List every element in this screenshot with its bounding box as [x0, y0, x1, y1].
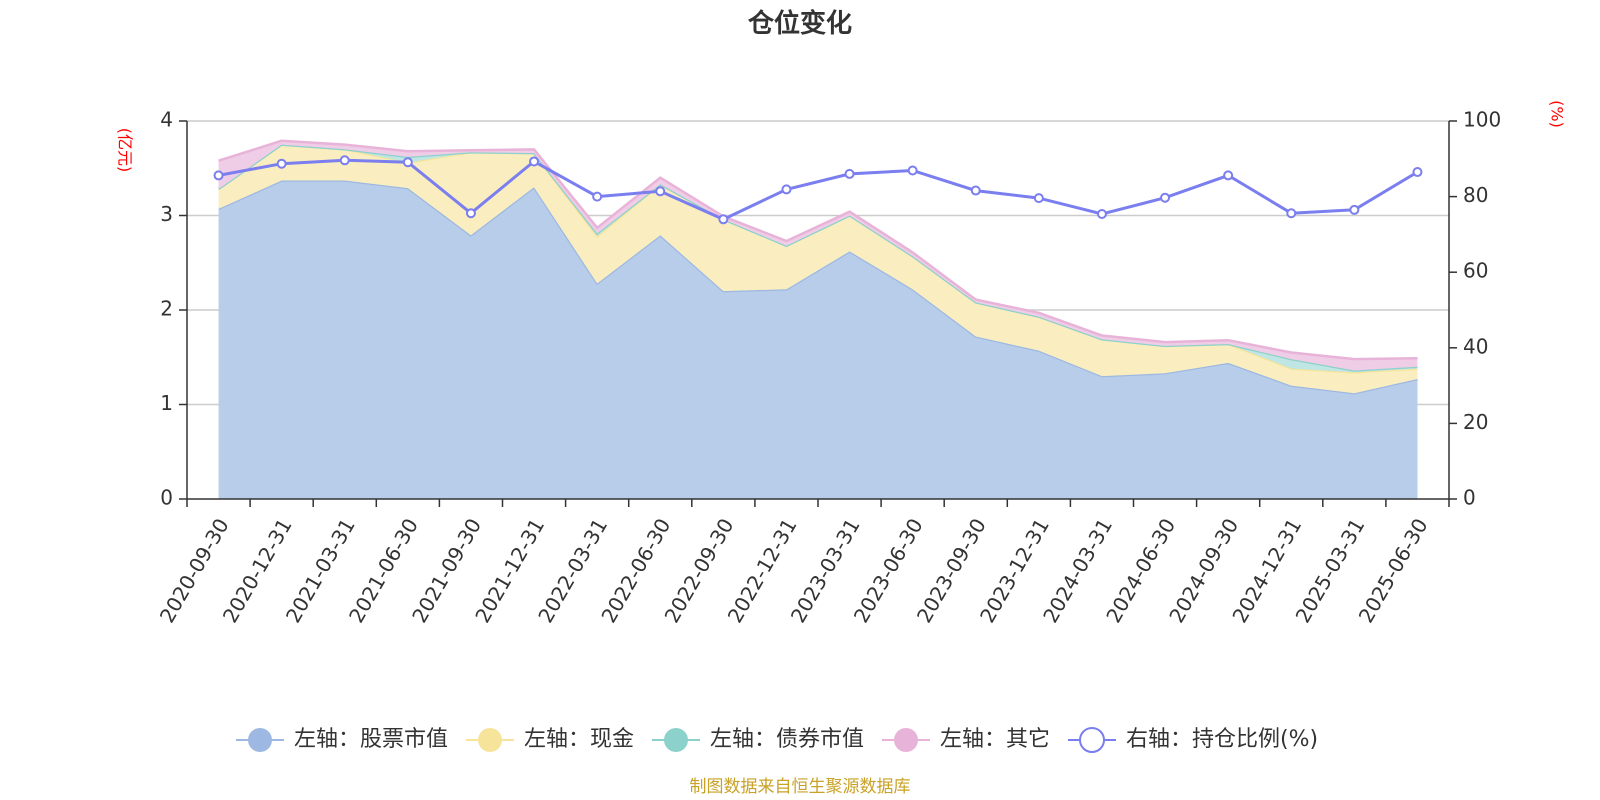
- ratio-point: [1160, 192, 1171, 203]
- ratio-point: [592, 191, 603, 202]
- ratio-point: [529, 156, 540, 167]
- ratio-line: [218, 158, 1419, 221]
- legend-label: 左轴：债券市值: [710, 727, 864, 752]
- legend-item[interactable]: 左轴：现金: [466, 727, 634, 752]
- right-axis-tick-label: 0: [1463, 486, 1476, 510]
- area-series: [217, 139, 1418, 499]
- right-axis-tick-label: 40: [1463, 334, 1488, 358]
- area-左轴：现金: [218, 144, 1418, 394]
- data-source-note: 制图数据来自恒生聚源数据库: [690, 777, 911, 797]
- right-axis-tick-label: 20: [1463, 410, 1488, 434]
- legend-item[interactable]: 左轴：股票市值: [236, 727, 448, 752]
- right-axis-tick-label: 60: [1463, 259, 1488, 283]
- legend-marker: [664, 728, 688, 752]
- ratio-point: [1349, 204, 1360, 215]
- left-axis-tick-label: 1: [160, 391, 173, 415]
- ratio-point: [276, 158, 287, 169]
- legend-label: 左轴：股票市值: [294, 727, 448, 752]
- legend-label: 左轴：现金: [524, 727, 634, 752]
- chart-title: 仓位变化: [747, 8, 852, 39]
- legend-marker: [478, 728, 502, 752]
- ratio-point: [970, 185, 981, 196]
- right-axis-tick-label: 100: [1463, 108, 1501, 132]
- ratio-point: [402, 157, 413, 168]
- legend-label: 右轴：持仓比例(%): [1126, 727, 1318, 752]
- area-左轴：股票市值: [218, 180, 1418, 499]
- ratio-point: [655, 186, 666, 197]
- ratio-point: [781, 184, 792, 195]
- ratio-line-series: [213, 155, 1423, 225]
- area-edge-左轴：其它: [218, 139, 1418, 361]
- ratio-point: [907, 165, 918, 176]
- legend-marker: [248, 728, 272, 752]
- legend-item[interactable]: 右轴：持仓比例(%): [1068, 727, 1318, 753]
- ratio-point: [213, 170, 224, 181]
- left-axis-tick-label: 2: [160, 297, 173, 321]
- legend-marker: [1079, 727, 1105, 753]
- area-edge-左轴：债券市值: [217, 143, 1418, 372]
- right-axis-tick-label: 80: [1463, 183, 1488, 207]
- ratio-point: [1223, 170, 1234, 181]
- left-axis-unit: (亿元): [116, 128, 135, 173]
- ratio-point: [1412, 167, 1423, 178]
- legend: 左轴：股票市值 左轴：现金 左轴：债券市值 左轴：其它 右轴：持仓比例(%): [236, 727, 1318, 753]
- legend-marker: [894, 728, 918, 752]
- legend-item[interactable]: 左轴：其它: [882, 727, 1050, 752]
- left-axis-tick-label: 3: [160, 202, 173, 226]
- ratio-point: [1286, 208, 1297, 219]
- ratio-point: [339, 155, 350, 166]
- ratio-point: [1096, 208, 1107, 219]
- legend-label: 左轴：其它: [940, 727, 1050, 752]
- legend-item[interactable]: 左轴：债券市值: [652, 727, 864, 752]
- left-axis-tick-label: 0: [160, 486, 173, 510]
- left-axis-tick-label: 4: [160, 108, 173, 132]
- ratio-point: [1033, 193, 1044, 204]
- right-axis-unit: (%): [1548, 100, 1567, 128]
- ratio-point: [844, 168, 855, 179]
- ratio-point: [465, 208, 476, 219]
- ratio-point: [718, 214, 729, 225]
